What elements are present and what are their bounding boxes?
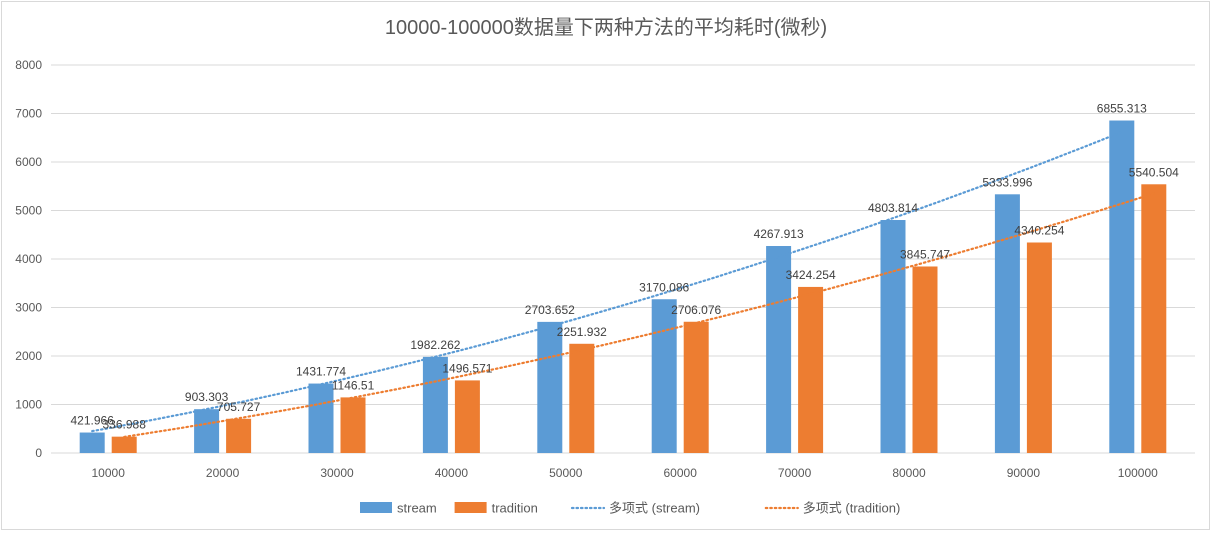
data-label-stream: 1982.262 <box>410 338 460 352</box>
data-label-stream: 2703.652 <box>525 303 575 317</box>
bar-tradition <box>569 343 595 453</box>
x-tick-label: 60000 <box>664 466 698 480</box>
legend-swatch-stream <box>360 502 392 513</box>
legend-swatch-tradition <box>454 502 487 513</box>
trendlines <box>91 130 1155 438</box>
bar-tradition <box>1026 242 1052 453</box>
data-label-tradition: 2706.076 <box>671 303 721 317</box>
bar-tradition <box>683 321 709 453</box>
data-label-stream: 421.966 <box>71 414 115 428</box>
data-label-tradition: 4340.254 <box>1014 223 1064 237</box>
data-label-stream: 903.303 <box>185 390 229 404</box>
data-label-stream: 5333.996 <box>982 175 1032 189</box>
trendline-tradition <box>123 192 1155 438</box>
bar-stream <box>194 409 220 453</box>
data-label-stream: 4803.814 <box>868 201 918 215</box>
bar-tradition <box>226 418 252 453</box>
data-label-tradition: 3845.747 <box>900 247 950 261</box>
trendline-stream <box>91 130 1123 433</box>
bar-stream <box>422 356 448 453</box>
data-label-tradition: 705.727 <box>217 400 261 414</box>
y-tick-label: 2000 <box>15 349 42 363</box>
chart-title: 10000-100000数据量下两种方法的平均耗时(微秒) <box>385 16 827 39</box>
x-tick-label: 90000 <box>1007 466 1041 480</box>
x-tick-label: 40000 <box>435 466 469 480</box>
y-tick-label: 5000 <box>15 204 42 218</box>
data-label-tradition: 336.988 <box>103 418 147 432</box>
data-label-stream: 6855.313 <box>1097 102 1147 116</box>
x-axis-ticks: 10000 20000 30000 40000 50000 60000 70000 80000… <box>92 466 1159 480</box>
bars <box>79 120 1167 453</box>
data-label-tradition: 2251.932 <box>557 325 607 339</box>
bar-stream <box>766 246 792 453</box>
legend-label-tradition: tradition <box>492 501 538 516</box>
data-label-stream: 4267.913 <box>754 227 804 241</box>
y-axis-ticks: 0 1000 2000 3000 4000 5000 6000 7000 8000 <box>15 58 42 460</box>
legend: stream tradition 多项式 (stream) 多项式 (traditio… <box>360 501 900 516</box>
data-label-tradition: 1146.51 <box>332 378 375 392</box>
y-tick-label: 1000 <box>15 398 42 412</box>
x-tick-label: 70000 <box>778 466 812 480</box>
data-label-tradition: 5540.504 <box>1129 165 1179 179</box>
bar-tradition <box>111 436 137 453</box>
bar-tradition <box>912 266 938 453</box>
bar-stream <box>308 383 334 453</box>
bar-stream <box>880 220 906 453</box>
legend-label-trend-stream: 多项式 (stream) <box>609 501 700 516</box>
y-tick-label: 0 <box>35 446 42 460</box>
legend-label-stream: stream <box>397 501 437 516</box>
bar-stream <box>651 299 677 453</box>
bar-tradition <box>454 380 480 453</box>
y-tick-label: 7000 <box>15 107 42 121</box>
bar-stream <box>79 432 105 453</box>
y-tick-label: 6000 <box>15 155 42 169</box>
data-label-stream: 3170.086 <box>639 280 689 294</box>
y-tick-label: 8000 <box>15 58 42 72</box>
x-tick-label: 100000 <box>1118 466 1158 480</box>
data-label-stream: 1431.774 <box>296 365 346 379</box>
bar-tradition <box>1141 184 1167 453</box>
legend-label-trend-tradition: 多项式 (tradition) <box>803 501 901 516</box>
y-tick-label: 4000 <box>15 252 42 266</box>
data-label-tradition: 3424.254 <box>786 268 836 282</box>
x-tick-label: 50000 <box>549 466 583 480</box>
y-tick-label: 3000 <box>15 301 42 315</box>
bar-stream <box>1109 120 1135 453</box>
data-label-tradition: 1496.571 <box>442 361 492 375</box>
x-tick-label: 10000 <box>92 466 126 480</box>
bar-tradition <box>340 397 366 453</box>
x-tick-label: 80000 <box>892 466 926 480</box>
bar-tradition <box>798 286 824 453</box>
x-tick-label: 30000 <box>320 466 354 480</box>
bar-stream <box>537 321 563 453</box>
x-tick-label: 20000 <box>206 466 240 480</box>
